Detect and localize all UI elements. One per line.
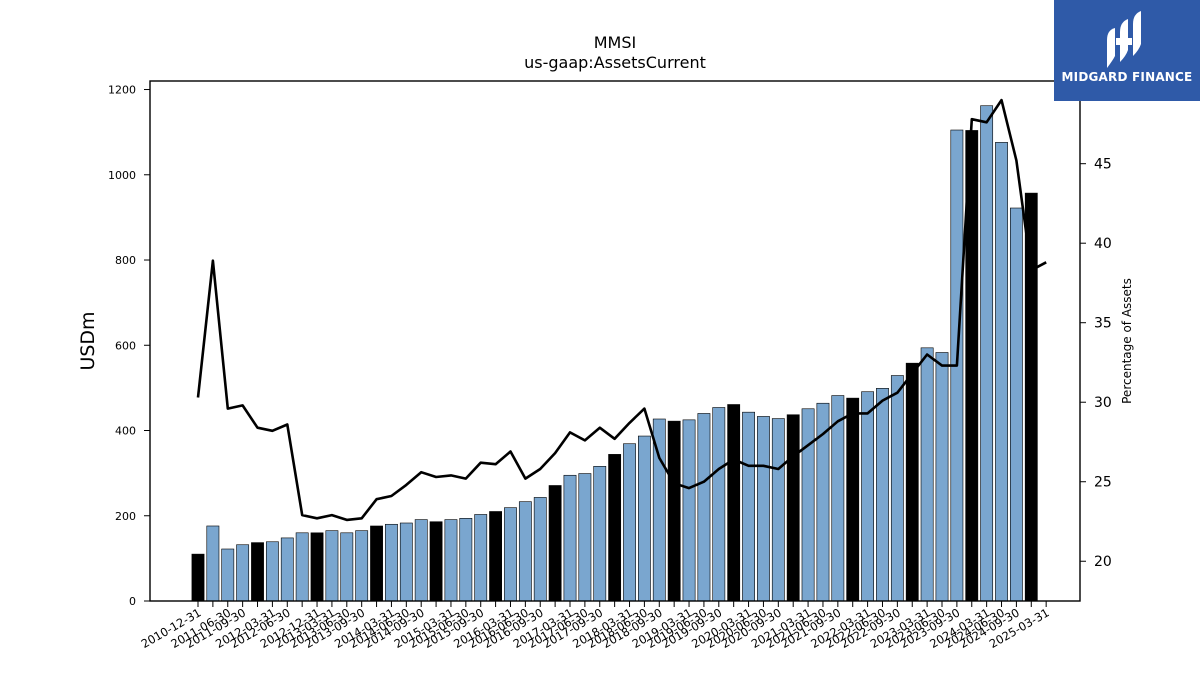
y-tick-label-left: 1000 [108,169,136,182]
logo-mark-icon [1107,11,1141,68]
bar-2016-06-30 [518,501,532,602]
y-axis-right: 20 25 30 35 40 45 [1080,157,1112,570]
logo-text: MIDGARD FINANCE [1061,70,1193,84]
bar-2024-06-30 [995,142,1008,602]
bar-2011-09-30 [236,544,250,602]
bar-2019-12-31 [727,404,741,602]
bar-2019-06-30 [697,413,711,602]
bar-2014-06-30 [399,522,413,602]
bar-2018-06-30 [637,435,651,602]
bar-2011-06-30 [221,548,235,602]
bar-2012-09-30 [295,532,309,602]
bar-2020-03-31 [742,411,755,602]
bar-2016-12-31 [548,485,562,602]
bar-2014-12-31 [429,521,443,602]
bar-2012-06-30 [280,537,294,602]
bar-2020-09-30 [771,418,785,602]
bar-2016-09-30 [533,497,547,602]
bars-group [191,105,1038,602]
bar-2018-03-31 [623,443,636,602]
bar-2012-12-31 [310,532,324,602]
y-axis-label-right: Percentage of Assets [1120,278,1134,404]
line-group [196,98,1047,522]
y-tick-label-right: 35 [1094,316,1112,332]
percentage-line [196,98,1047,522]
y-tick-label-right: 40 [1094,236,1112,252]
bar-2011-12-31 [251,542,264,602]
y-tick-label-left: 200 [115,510,136,523]
y-tick-label-left: 600 [115,339,136,352]
bar-2022-06-30 [876,388,889,602]
x-axis: 2010-12-312011-06-302011-09-302012-03-31… [139,601,1052,651]
bar-2014-03-31 [385,523,398,602]
bar-2019-03-31 [682,419,696,602]
bar-2013-12-31 [370,525,383,602]
bar-2022-09-30 [890,375,904,602]
bar-2017-03-31 [563,474,577,602]
bar-2024-12-31 [1024,192,1038,602]
bar-2021-03-31 [801,408,815,602]
bar-2018-12-31 [667,420,681,602]
y-tick-label-left: 800 [115,254,136,267]
bar-2017-09-30 [593,466,607,602]
y-tick-label-left: 400 [115,425,136,438]
bar-2012-03-31 [265,541,279,602]
y-axis-label-left: USDm [77,311,99,370]
bar-2015-03-31 [444,519,458,602]
bar-2022-03-31 [861,391,874,602]
chart-subtitle: us-gaap:AssetsCurrent [524,53,706,72]
y-axis-left: 0 200 400 600 800 1000 1200 [108,84,150,608]
chart-title: MMSI [594,33,636,52]
y-tick-label-right: 30 [1094,395,1112,411]
bar-2013-06-30 [340,532,354,602]
bar-2024-09-30 [1009,207,1023,602]
bar-2015-12-31 [489,511,502,602]
bar-2020-06-30 [757,416,770,602]
bar-2016-03-31 [504,507,517,602]
bar-2015-06-30 [459,518,473,602]
bar-2010-12-31 [191,553,205,602]
bar-2015-09-30 [474,514,488,602]
bar-2020-12-31 [786,414,800,602]
bar-2023-03-31 [920,347,934,602]
bar-2023-06-30 [935,352,949,602]
bar-2014-09-30 [414,519,428,602]
bar-2021-12-31 [846,397,860,602]
bar-2024-03-31 [980,105,994,602]
bar-2022-12-31 [905,362,919,602]
bar-2013-03-31 [325,530,339,602]
brand-logo: MIDGARD FINANCE [1054,0,1200,101]
y-tick-label-right: 20 [1094,554,1112,570]
bar-2017-06-30 [578,473,592,602]
y-tick-label-left: 1200 [108,84,136,97]
y-tick-label-right: 45 [1094,157,1112,173]
y-tick-label-right: 25 [1094,475,1112,491]
bar-2017-12-31 [608,454,622,602]
bar-2019-09-30 [712,407,726,602]
bar-2013-09-30 [355,530,369,602]
bar-2011-03-31 [206,525,220,602]
y-tick-label-left: 0 [129,595,136,608]
